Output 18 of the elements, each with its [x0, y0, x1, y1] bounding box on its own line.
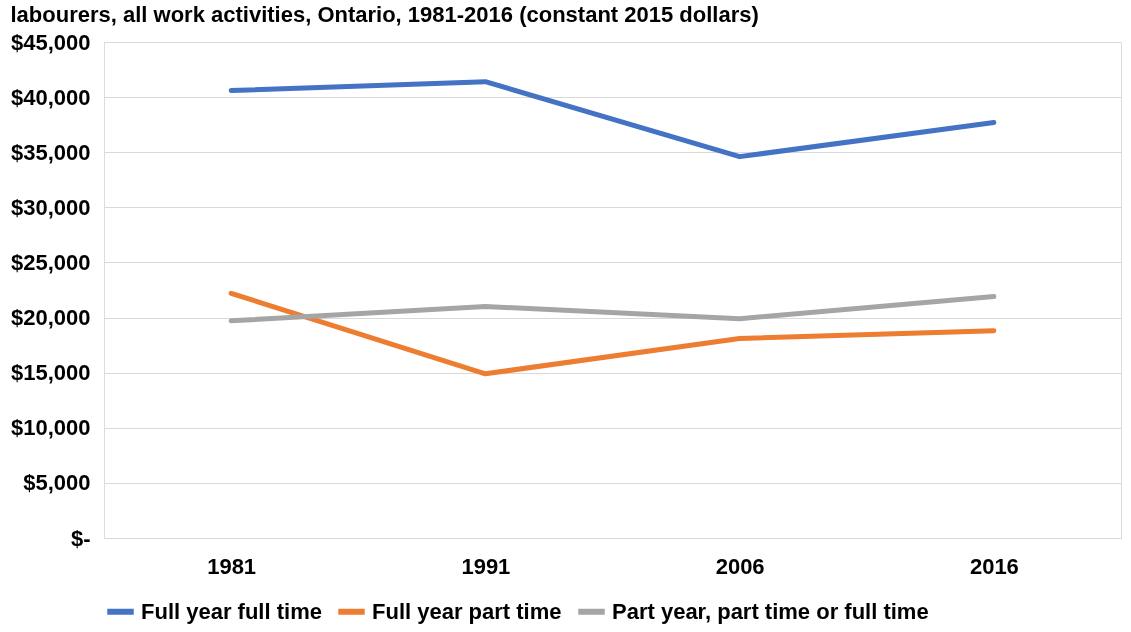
- chart-title: labourers, all work activities, Ontario, 1981-2016 (constant 2015 dollars): [10, 2, 759, 27]
- y-tick-label: $45,000: [10, 29, 91, 55]
- y-tick-label: $40,000: [10, 84, 91, 110]
- y-tick-label: $30,000: [10, 194, 91, 220]
- y-tick-label: $35,000: [10, 139, 91, 165]
- y-tick-label: $20,000: [10, 305, 91, 331]
- x-tick-label: 1991: [461, 553, 511, 579]
- y-tick-label: $10,000: [10, 415, 91, 441]
- legend-label: Part year, part time or full time: [612, 598, 929, 624]
- legend-label: Full year full time: [141, 598, 322, 624]
- y-tick-label: $-: [70, 525, 91, 551]
- y-tick-label: $15,000: [10, 360, 91, 386]
- y-tick-label: $25,000: [10, 249, 91, 275]
- x-tick-label: 1981: [207, 553, 257, 579]
- x-tick-label: 2016: [969, 553, 1019, 579]
- x-tick-label: 2006: [715, 553, 765, 579]
- y-tick-label: $5,000: [23, 470, 91, 496]
- legend-label: Full year part time: [372, 598, 562, 624]
